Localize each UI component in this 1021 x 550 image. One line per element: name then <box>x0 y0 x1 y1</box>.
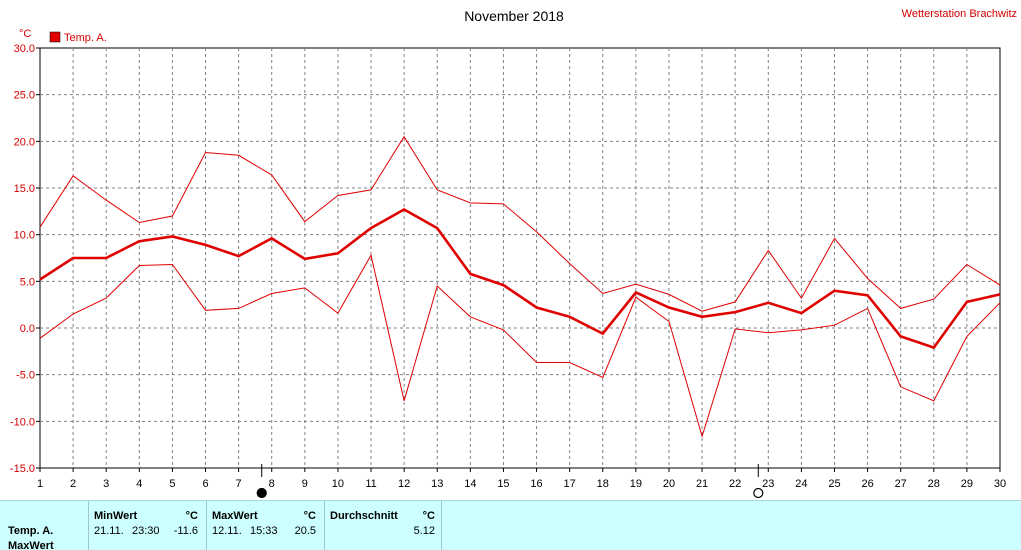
stats-separator <box>88 501 89 550</box>
y-tick-label: 5.0 <box>20 276 35 288</box>
x-tick-label: 18 <box>597 478 609 490</box>
y-tick-label: 0.0 <box>20 323 35 335</box>
x-tick-label: 23 <box>762 478 774 490</box>
y-tick-label: 30.0 <box>14 43 35 55</box>
x-tick-label: 9 <box>302 478 308 490</box>
stats-row-label-2: MaxWert <box>8 540 54 550</box>
y-tick-label: -5.0 <box>16 370 35 382</box>
station-name: Wetterstation Brachwitz <box>902 8 1017 20</box>
max-date: 12.11. <box>212 525 242 537</box>
x-tick-label: 20 <box>663 478 675 490</box>
max-value: 20.5 <box>294 525 316 537</box>
series-line-min <box>39 253 1001 439</box>
y-tick-label: 25.0 <box>14 90 35 102</box>
plot-area <box>39 47 1001 469</box>
x-tick-label: 25 <box>828 478 840 490</box>
x-tick-label: 24 <box>795 478 807 490</box>
x-tick-label: 22 <box>729 478 741 490</box>
max-time: 15:33 <box>250 525 278 537</box>
avg-unit: °C <box>422 510 435 522</box>
min-value: -11.6 <box>173 525 198 537</box>
x-tick-label: 14 <box>464 478 476 490</box>
y-tick-label: 15.0 <box>14 183 35 195</box>
x-tick-label: 30 <box>994 478 1006 490</box>
stats-row-label: Temp. A. <box>8 525 54 537</box>
moon-phase-markers <box>256 464 764 499</box>
statistics-panel: Temp. A. MaxWert MinWert °C 21.11. 23:30… <box>0 500 1021 550</box>
max-value-column: MaxWert °C 12.11. 15:33 20.5 <box>207 501 324 550</box>
x-tick-label: 8 <box>269 478 275 490</box>
y-axis-unit: °C <box>19 28 31 40</box>
x-tick-label: 10 <box>332 478 344 490</box>
x-tick-label: 19 <box>630 478 642 490</box>
max-unit: °C <box>303 510 316 522</box>
stats-separator <box>441 501 442 550</box>
x-tick-label: 2 <box>70 478 76 490</box>
y-tick-label: 10.0 <box>14 230 35 242</box>
avg-header: Durchschnitt <box>330 510 398 522</box>
avg-value: 5.12 <box>413 525 435 537</box>
average-column: Durchschnitt °C 5.12 <box>325 501 441 550</box>
x-tick-label: 13 <box>431 478 443 490</box>
x-tick-label: 3 <box>103 478 109 490</box>
y-tick-label: -10.0 <box>10 416 35 428</box>
x-tick-label: 17 <box>564 478 576 490</box>
series-line-max <box>39 135 1001 312</box>
x-tick-label: 16 <box>530 478 542 490</box>
legend-swatch <box>49 31 61 43</box>
x-tick-label: 28 <box>928 478 940 490</box>
max-header: MaxWert <box>212 510 258 522</box>
x-tick-label: 4 <box>136 478 142 490</box>
x-tick-label: 29 <box>961 478 973 490</box>
x-tick-label: 27 <box>895 478 907 490</box>
x-tick-label: 12 <box>398 478 410 490</box>
new-moon-icon <box>256 487 267 499</box>
min-unit: °C <box>185 510 198 522</box>
x-tick-label: 6 <box>202 478 208 490</box>
min-date: 21.11. <box>94 525 124 537</box>
min-value-column: MinWert °C 21.11. 23:30 -11.6 <box>89 501 206 550</box>
full-moon-icon <box>753 487 764 499</box>
temperature-chart: November 2018 Wetterstation Brachwitz °C… <box>10 8 1017 499</box>
x-tick-label: 5 <box>169 478 175 490</box>
stats-separator <box>206 501 207 550</box>
chart-title: November 2018 <box>464 8 564 24</box>
series-line-mean <box>39 208 1001 350</box>
min-time: 23:30 <box>132 525 160 537</box>
x-tick-label: 7 <box>236 478 242 490</box>
x-tick-label: 21 <box>696 478 708 490</box>
x-tick-label: 26 <box>861 478 873 490</box>
min-header: MinWert <box>94 510 138 522</box>
stats-separator <box>324 501 325 550</box>
legend-label: Temp. A. <box>64 32 107 44</box>
y-tick-label: -15.0 <box>10 463 35 475</box>
x-tick-label: 11 <box>365 478 376 490</box>
x-axis-ticks: 1 2 3 4 5 6 7 8 9 10 11 12 13 14 15 16 17 18 19 20 21 22 23 24 2… <box>37 468 1006 490</box>
y-tick-label: 20.0 <box>14 136 35 148</box>
x-tick-label: 15 <box>497 478 509 490</box>
series-lines <box>39 135 1001 439</box>
x-tick-label: 1 <box>37 478 43 490</box>
y-axis-ticks: -15.0 -10.0 -5.0 0.0 5.0 10.0 15.0 20.0 25.0 30.0 <box>10 43 40 475</box>
